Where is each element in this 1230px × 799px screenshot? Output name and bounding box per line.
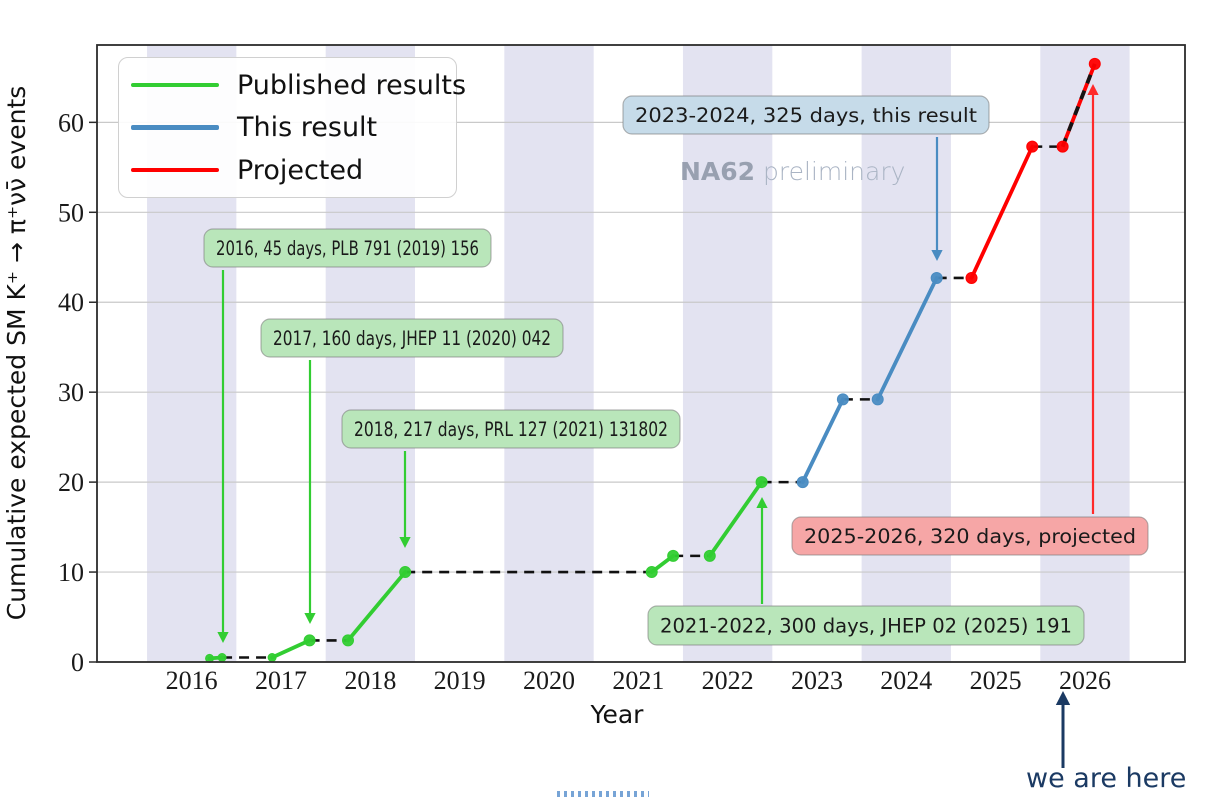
annotation-a2018: 2018, 217 days, PRL 127 (2021) 131802: [341, 409, 681, 548]
legend-item-published: Published results: [131, 70, 466, 101]
legend-label-projected: Projected: [237, 154, 364, 186]
legend-item-projected: Projected: [131, 155, 456, 186]
svg-text:2018: 2018: [344, 666, 396, 695]
y-axis-label: Cumulative expected SM K⁺ → π⁺νν̄ events: [2, 86, 31, 621]
legend-line-swatch-this-result: [131, 125, 219, 130]
svg-text:20: 20: [58, 468, 84, 497]
watermark-na62-preliminary: NA62 preliminary: [680, 157, 905, 186]
clipped-caption-fragment: [557, 791, 649, 797]
we-are-here-arrow: [1055, 691, 1071, 768]
svg-text:2017, 160 days, JHEP 11 (2020): 2017, 160 days, JHEP 11 (2020) 042: [273, 327, 551, 350]
legend-line-swatch-projected: [131, 167, 219, 173]
watermark-light-text: preliminary: [763, 157, 906, 186]
svg-text:2016, 45 days, PLB 791 (2019): 2016, 45 days, PLB 791 (2019) 156: [216, 237, 479, 260]
svg-text:2017: 2017: [255, 666, 307, 695]
series-published-results: [205, 476, 768, 663]
legend: Published results This result Projected: [118, 57, 466, 198]
svg-text:10: 10: [58, 558, 84, 587]
svg-text:2023: 2023: [791, 666, 843, 695]
legend-label-this-result: This result: [237, 112, 378, 143]
svg-text:2021-2022, 300 days, JHEP 02 (: 2021-2022, 300 days, JHEP 02 (2025) 191: [660, 615, 1072, 638]
svg-text:2018, 217 days, PRL 127 (2021): 2018, 217 days, PRL 127 (2021) 131802: [354, 418, 668, 441]
svg-text:2023-2024, 325 days, this resu: 2023-2024, 325 days, this result: [635, 104, 977, 127]
svg-text:2016: 2016: [166, 666, 218, 695]
svg-text:2025: 2025: [970, 666, 1022, 695]
annotation-a2016: 2016, 45 days, PLB 791 (2019) 156: [203, 228, 492, 643]
svg-text:0: 0: [71, 648, 84, 677]
annotation-a2122: 2021-2022, 300 days, JHEP 02 (2025) 191: [647, 497, 1085, 646]
we-are-here-label: we are here: [1026, 763, 1187, 794]
x-axis-label: Year: [590, 700, 645, 729]
series-projected: [965, 57, 1101, 284]
axis-labels: Year Cumulative expected SM K⁺ → π⁺νν̄ ev…: [2, 86, 644, 729]
svg-text:2020: 2020: [523, 666, 575, 695]
svg-text:2026: 2026: [1059, 666, 1111, 695]
svg-text:2025-2026, 320 days, projected: 2025-2026, 320 days, projected: [804, 525, 1136, 548]
axes: 0 10 20 30 40 50 60 2016 2017 2018 2019 2020 2021 202…: [58, 44, 1186, 695]
svg-text:40: 40: [58, 288, 84, 317]
svg-text:30: 30: [58, 378, 84, 407]
svg-text:2019: 2019: [434, 666, 486, 695]
legend-item-this-result: This result: [131, 112, 456, 143]
legend-label-published: Published results: [237, 69, 467, 101]
svg-text:50: 50: [58, 198, 84, 227]
annotation-a2017: 2017, 160 days, JHEP 11 (2020) 042: [260, 318, 564, 624]
watermark-bold-text: NA62: [680, 157, 756, 186]
series-this-result: [796, 271, 943, 489]
svg-text:60: 60: [58, 108, 84, 137]
svg-text:2021: 2021: [612, 666, 664, 695]
svg-text:2024: 2024: [880, 666, 932, 695]
legend-line-swatch-published: [131, 82, 219, 88]
svg-text:2022: 2022: [702, 666, 754, 695]
annotation-a2324: 2023-2024, 325 days, this result: [622, 95, 990, 261]
annotation-a2526: 2025-2026, 320 days, projected: [791, 84, 1149, 556]
